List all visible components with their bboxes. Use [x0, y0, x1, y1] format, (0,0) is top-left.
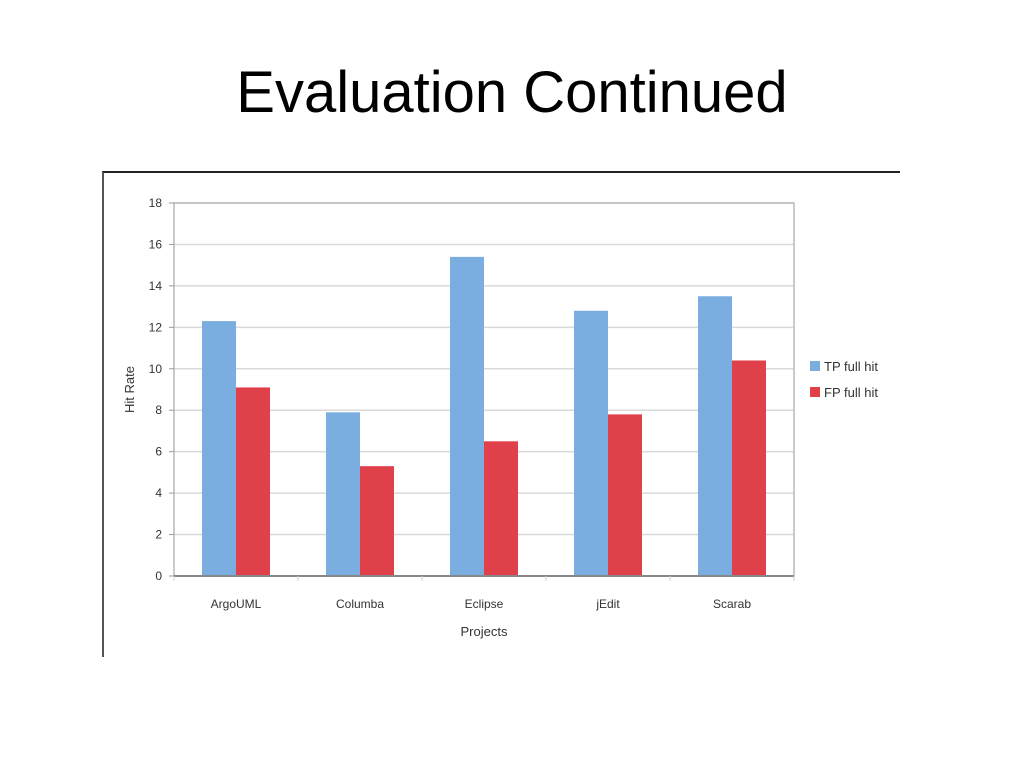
bar-fp-full-hit-jedit — [608, 414, 642, 576]
x-axis-title: Projects — [461, 624, 508, 639]
y-axis-title: Hit Rate — [122, 366, 137, 413]
bar-fp-full-hit-scarab — [732, 360, 766, 576]
bar-fp-full-hit-columba — [360, 466, 394, 576]
legend-label: TP full hit — [824, 359, 878, 374]
bar-tp-full-hit-columba — [326, 412, 360, 576]
y-tick-label: 0 — [155, 569, 162, 583]
bar-tp-full-hit-scarab — [698, 296, 732, 576]
y-tick-label: 12 — [149, 320, 163, 334]
y-tick-label: 2 — [155, 528, 162, 542]
bar-tp-full-hit-eclipse — [450, 256, 484, 576]
bar-tp-full-hit-argouml — [202, 321, 236, 576]
bar-chart: 0 2 4 6 8 10 12 14 16 18 ArgoUML Columba Eclipse jEd… — [122, 196, 878, 639]
y-tick-label: 10 — [149, 362, 163, 376]
slide-title: Evaluation Continued — [236, 60, 788, 125]
y-tick-label: 6 — [155, 445, 162, 459]
x-tick-label: ArgoUML — [211, 597, 262, 611]
x-axis-ticks: ArgoUML Columba Eclipse jEdit Scarab — [173, 576, 795, 611]
bars — [202, 256, 766, 576]
y-tick-label: 14 — [149, 279, 163, 293]
bar-fp-full-hit-argouml — [236, 387, 270, 576]
y-tick-label: 8 — [155, 403, 162, 417]
y-tick-label: 4 — [155, 486, 162, 500]
legend-swatch — [810, 361, 820, 371]
x-tick-label: Eclipse — [465, 597, 504, 611]
y-tick-label: 18 — [149, 196, 163, 210]
x-tick-label: Scarab — [713, 597, 751, 611]
y-tick-label: 16 — [149, 237, 163, 251]
chart-frame: 0 2 4 6 8 10 12 14 16 18 ArgoUML Columba Eclipse jEd… — [102, 171, 900, 657]
legend-label: FP full hit — [824, 385, 878, 400]
legend: TP full hit FP full hit — [810, 359, 878, 400]
y-axis-ticks: 0 2 4 6 8 10 12 14 16 18 — [149, 196, 174, 583]
x-tick-label: jEdit — [595, 597, 620, 611]
x-tick-label: Columba — [336, 597, 384, 611]
bar-tp-full-hit-jedit — [574, 310, 608, 576]
legend-swatch — [810, 387, 820, 397]
bar-fp-full-hit-eclipse — [484, 441, 518, 576]
